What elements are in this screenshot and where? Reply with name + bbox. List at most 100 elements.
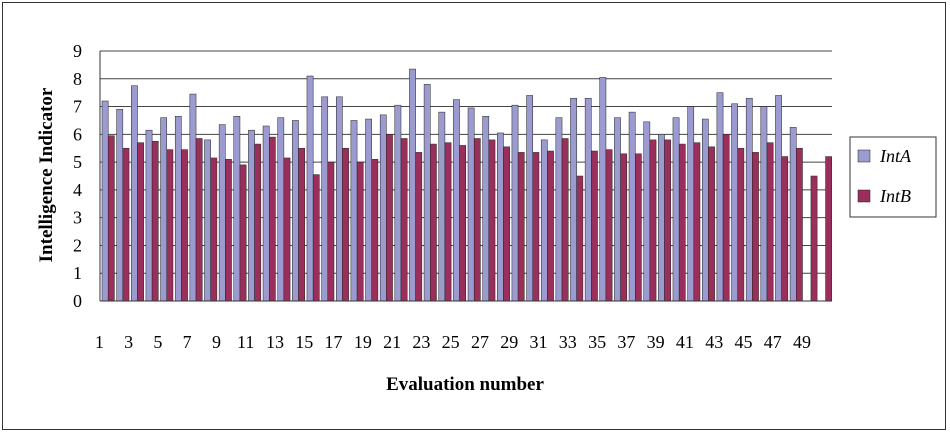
y-axis-title: Intelligence Indicator: [36, 87, 57, 262]
bar-intb-5: [166, 149, 174, 302]
bar-inta-1: [101, 100, 109, 302]
bar-intb-11: [254, 143, 262, 302]
bar-intb-26: [473, 138, 481, 302]
bar-inta-35: [599, 77, 607, 302]
x-tick-label: 7: [183, 332, 192, 352]
bar-inta-37: [628, 111, 636, 302]
bar-intb-49: [810, 175, 818, 302]
x-tick-label: 27: [471, 332, 489, 352]
y-tick-label: 4: [73, 180, 82, 200]
x-tick-label: 41: [676, 332, 694, 352]
bar-inta-46: [760, 106, 768, 302]
bar-intb-2: [122, 147, 130, 302]
bar-intb-45: [752, 152, 759, 302]
bar-inta-14: [292, 120, 299, 302]
bar-inta-36: [614, 117, 621, 302]
x-tick-label: 13: [266, 332, 284, 352]
y-tick-label: 3: [73, 208, 82, 228]
bar-intb-23: [430, 143, 437, 302]
x-tick-labels: 1 3 5 7 9 11 13 15 17 19 21 23 25 27 29 31 33 35 37 39 41 43 4…: [95, 332, 811, 352]
bar-intb-30: [532, 152, 540, 302]
bar-intb-50: [825, 156, 833, 302]
x-tick-label: 19: [354, 332, 372, 352]
bar-intb-38: [649, 139, 657, 302]
bar-intb-31: [547, 150, 554, 302]
bar-inta-5: [160, 117, 168, 302]
bar-intb-27: [488, 139, 496, 302]
bar-inta-20: [379, 114, 387, 302]
x-tick-label: 11: [237, 332, 254, 352]
bar-intb-39: [664, 139, 671, 302]
bar-intb-48: [796, 147, 803, 302]
legend-swatch-intb: [857, 189, 871, 203]
bar-inta-45: [745, 97, 753, 302]
y-tick-label: 8: [73, 69, 82, 89]
bar-inta-6: [174, 116, 182, 302]
bar-intb-15: [312, 174, 320, 302]
y-tick-labels: 0 1 2 3 4 5 6 7 8 9: [73, 41, 82, 311]
x-tick-label: 43: [705, 332, 723, 352]
bar-inta-16: [321, 96, 329, 302]
x-tick-label: 5: [153, 332, 162, 352]
bar-intb-46: [766, 142, 774, 302]
bar-intb-37: [634, 153, 642, 302]
x-tick-label: 39: [647, 332, 665, 352]
bar-intb-19: [371, 159, 379, 302]
bar-inta-23: [423, 84, 431, 302]
bar-intb-42: [708, 146, 715, 302]
y-tick-label: 0: [73, 291, 82, 311]
bar-intb-10: [239, 164, 247, 302]
bar-inta-38: [643, 121, 651, 302]
bar-inta-25: [453, 99, 460, 302]
x-tick-label: 47: [764, 332, 782, 352]
x-tick-label: 33: [559, 332, 577, 352]
x-tick-label: 37: [617, 332, 635, 352]
bar-intb-12: [268, 136, 276, 302]
bar-inta-12: [262, 125, 270, 302]
bar-inta-30: [526, 95, 534, 302]
bar-intb-16: [327, 161, 335, 302]
bar-intb-22: [415, 152, 423, 302]
x-tick-label: 29: [500, 332, 518, 352]
bar-inta-19: [365, 118, 372, 302]
bar-inta-15: [306, 75, 314, 302]
bar-intb-20: [386, 134, 393, 302]
x-tick-label: 1: [95, 332, 104, 352]
bar-intb-17: [342, 147, 349, 302]
bar-intb-47: [781, 156, 789, 302]
x-tick-label: 45: [734, 332, 752, 352]
y-tick-label: 9: [73, 41, 82, 61]
y-tick-label: 5: [73, 152, 82, 172]
bar-intb-7: [195, 138, 203, 302]
bar-inta-2: [116, 109, 124, 302]
bar-inta-33: [570, 97, 577, 302]
bar-inta-21: [394, 104, 402, 302]
x-tick-label: 15: [295, 332, 313, 352]
legend-swatch-inta: [857, 149, 871, 163]
bar-inta-34: [584, 97, 592, 302]
bar-intb-29: [517, 152, 525, 302]
bar-inta-11: [248, 129, 255, 302]
bar-intb-28: [503, 146, 510, 302]
bar-inta-13: [277, 117, 285, 302]
bar-intb-4: [151, 141, 159, 302]
bars: [101, 68, 833, 302]
y-tick-label: 7: [73, 97, 82, 117]
x-axis-title: Evaluation number: [386, 374, 544, 395]
bar-inta-43: [716, 92, 724, 302]
x-tick-label: 23: [412, 332, 430, 352]
y-tick-label: 6: [73, 124, 82, 144]
bar-intb-40: [678, 143, 686, 302]
bar-intb-24: [444, 142, 452, 302]
y-tick-label: 2: [73, 235, 82, 255]
bar-intb-18: [356, 161, 364, 302]
bar-inta-48: [789, 127, 797, 302]
bar-intb-13: [283, 157, 291, 302]
bar-intb-25: [459, 145, 467, 302]
bar-intb-35: [605, 149, 613, 302]
bar-inta-42: [701, 118, 709, 302]
bar-inta-22: [409, 68, 416, 302]
bar-intb-36: [620, 153, 628, 302]
legend-label-inta: IntA: [879, 146, 912, 166]
bar-inta-3: [131, 85, 138, 302]
